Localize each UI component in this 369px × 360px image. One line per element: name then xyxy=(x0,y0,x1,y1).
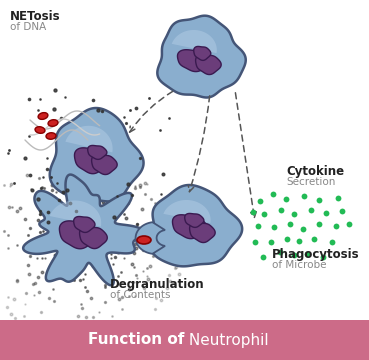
Ellipse shape xyxy=(46,133,56,139)
Polygon shape xyxy=(50,108,144,202)
Polygon shape xyxy=(59,221,98,249)
Polygon shape xyxy=(75,148,108,174)
Polygon shape xyxy=(88,145,107,159)
Polygon shape xyxy=(185,213,204,228)
Text: of DNA: of DNA xyxy=(10,22,46,32)
Text: Cytokine: Cytokine xyxy=(286,165,344,178)
Ellipse shape xyxy=(162,232,224,248)
Polygon shape xyxy=(135,222,165,254)
Ellipse shape xyxy=(48,237,115,255)
Polygon shape xyxy=(80,227,107,249)
Text: of Microbe: of Microbe xyxy=(272,260,327,270)
Polygon shape xyxy=(163,200,211,223)
Text: NETosis: NETosis xyxy=(10,10,61,23)
Ellipse shape xyxy=(64,163,126,181)
Polygon shape xyxy=(92,155,117,175)
Polygon shape xyxy=(190,222,215,243)
Ellipse shape xyxy=(48,120,58,126)
Ellipse shape xyxy=(137,236,151,244)
Text: Function of: Function of xyxy=(88,333,184,347)
Ellipse shape xyxy=(170,62,230,78)
Text: of Contents: of Contents xyxy=(110,290,170,300)
Ellipse shape xyxy=(38,113,48,120)
Text: Neutrophil: Neutrophil xyxy=(184,333,269,347)
Text: Degranulation: Degranulation xyxy=(110,278,205,291)
Text: Phagocytosis: Phagocytosis xyxy=(272,248,360,261)
Ellipse shape xyxy=(35,127,45,133)
Polygon shape xyxy=(172,215,207,239)
Bar xyxy=(0,320,369,360)
Polygon shape xyxy=(194,46,211,60)
Polygon shape xyxy=(177,50,211,72)
Text: Secretion: Secretion xyxy=(286,177,335,187)
Polygon shape xyxy=(50,201,101,226)
Polygon shape xyxy=(172,30,217,53)
Polygon shape xyxy=(196,55,221,75)
Polygon shape xyxy=(65,126,113,152)
Polygon shape xyxy=(23,175,144,285)
Polygon shape xyxy=(157,16,246,98)
Polygon shape xyxy=(74,216,95,233)
Polygon shape xyxy=(150,185,242,266)
